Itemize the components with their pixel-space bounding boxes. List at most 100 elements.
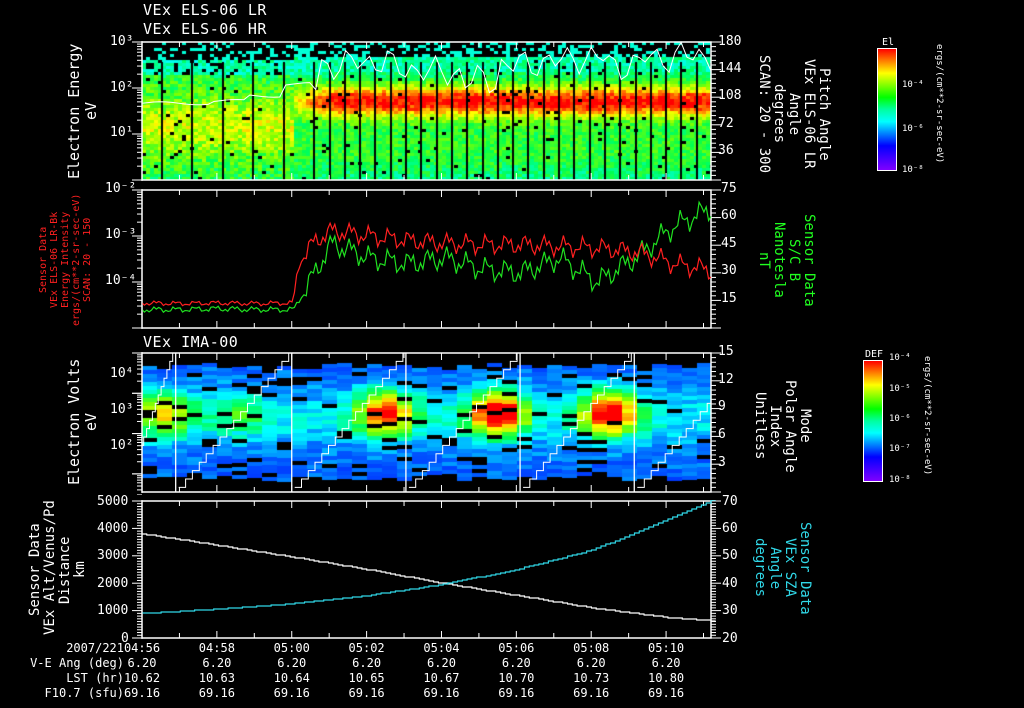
- footer-ve-ang-value: 6.20: [202, 656, 232, 670]
- footer-ve-ang-value: 6.20: [576, 656, 606, 670]
- panel1-y2tick: 180: [718, 34, 742, 49]
- panel4-y2tick: 20: [722, 631, 738, 646]
- footer-times-value: 05:08: [573, 641, 610, 655]
- colorbar1-label: 10⁻⁸: [902, 165, 924, 175]
- footer-f107-value: 69.16: [348, 686, 385, 700]
- footer-f107-value: 69.16: [498, 686, 535, 700]
- footer-times-value: 05:10: [648, 641, 685, 655]
- footer-lst-value: 10.63: [198, 671, 235, 685]
- panel1-y2tick: 72: [718, 116, 734, 131]
- colorbar3-label: 10⁻⁵: [889, 384, 911, 394]
- footer-times-value: 04:56: [123, 641, 161, 655]
- panel2-right-label: Sensor Data S/C B Nanotesla nT: [756, 213, 817, 307]
- footer-lst-label: LST (hr): [66, 671, 124, 685]
- left-axis-ticks: [132, 189, 143, 329]
- panel4-ytick: 3000: [97, 548, 129, 563]
- footer-lst-value: 10.64: [273, 671, 310, 685]
- panel2-lineplot: [141, 189, 721, 329]
- colorbar3-label: 10⁻⁶: [889, 414, 911, 424]
- panel2-ytick: 10⁻²: [105, 181, 137, 196]
- colorbar3-label: 10⁻⁴: [889, 353, 911, 363]
- panel3-ytick: 10²: [110, 438, 134, 453]
- panel3-ytick: 10³: [110, 402, 134, 417]
- panel1-right-label: Pitch Angle VEx ELS-06 LR Angle degrees SCAN…: [756, 54, 832, 173]
- footer-f107-value: 69.16: [198, 686, 235, 700]
- footer-lst-value: 10.62: [123, 671, 161, 685]
- colorbar3-label: 10⁻⁸: [889, 475, 911, 485]
- panel4-y2tick: 30: [722, 603, 738, 618]
- colorbar1-label: 10⁻⁴: [902, 80, 924, 90]
- panel3-y2tick: 6: [718, 427, 726, 442]
- panel4-left-label: Sensor Data VEx Alt/Venus/Pd Distance km: [27, 500, 88, 635]
- panel2-y2tick: 15: [721, 291, 737, 306]
- panel4-y2tick: 40: [722, 576, 738, 591]
- footer-f107-value: 69.16: [573, 686, 610, 700]
- footer-f107-label: F10.7 (sfu): [44, 686, 124, 700]
- left-axis-ticks: [132, 352, 143, 495]
- panel3-spectrogram: [142, 353, 711, 492]
- panel3-ytick: 10⁴: [110, 366, 134, 381]
- panel3-y2tick: 3: [718, 455, 726, 470]
- footer-ve-ang-value: 6.20: [427, 656, 456, 670]
- panel4-y2tick: 60: [722, 521, 738, 536]
- panel1-ytick: 10³: [110, 34, 134, 49]
- footer-ve-ang-value: 6.20: [501, 656, 531, 670]
- panel4-ytick: 5000: [97, 494, 129, 509]
- panel3-y2tick: 15: [718, 344, 734, 359]
- panel1-spectrogram: [142, 42, 711, 180]
- footer-lst-value: 10.73: [573, 671, 610, 685]
- panel3-y2tick: 9: [718, 399, 726, 414]
- panel4-lineplot: [141, 500, 721, 639]
- panel3-left-label: Electron Volts eV: [65, 358, 100, 485]
- footer-times-value: 05:02: [348, 641, 385, 655]
- panel1-ytick: 10¹: [110, 125, 134, 140]
- colorbar1-title: El: [882, 37, 895, 48]
- panel3-y2tick: 12: [718, 372, 734, 387]
- footer-times-value: 05:00: [273, 641, 310, 655]
- panel2-left-label: Sensor Data VEx ELS-06 LR-Bk Energy Intens…: [38, 193, 93, 326]
- panel4-ytick: 2000: [97, 576, 129, 591]
- left-axis-ticks: [132, 500, 143, 639]
- colorbar3: [863, 360, 883, 482]
- colorbar1-label: 10⁻⁶: [902, 124, 924, 134]
- panel1-left-label: Electron Energy eV: [65, 43, 100, 179]
- panel3-title: VEx IMA-00: [143, 333, 239, 351]
- panel4-ytick: 0: [121, 631, 129, 646]
- panel2-y2tick: 75: [721, 181, 737, 196]
- colorbar3-title: DEF: [865, 349, 884, 360]
- footer-date-label: 2007/221: [66, 641, 124, 655]
- panel2-y2tick: 30: [721, 263, 737, 278]
- footer-times-value: 05:06: [498, 641, 535, 655]
- panel4-y2tick: 50: [722, 548, 738, 563]
- panel4-ytick: 1000: [97, 603, 129, 618]
- colorbar3-label: 10⁻⁷: [889, 444, 911, 454]
- footer-f107-value: 69.16: [648, 686, 685, 700]
- footer-lst-value: 10.80: [648, 671, 685, 685]
- panel3-axes: [141, 352, 721, 493]
- panel1-y2tick: 108: [718, 88, 742, 103]
- footer-lst-value: 10.65: [348, 671, 385, 685]
- colorbar1: [877, 48, 897, 171]
- panel4-right-label: Sensor Data VEx SZA Angle degrees: [752, 521, 813, 615]
- footer-ve-ang-value: 6.20: [352, 656, 382, 670]
- footer-times-value: 05:04: [423, 641, 460, 655]
- footer-lst-value: 10.67: [423, 671, 460, 685]
- footer-f107-value: 69.16: [123, 686, 161, 700]
- panel4-y2tick: 70: [722, 494, 738, 509]
- panel1-ytick: 10²: [110, 80, 134, 95]
- footer-ve-ang-value: 6.20: [651, 656, 681, 670]
- panel1-y2tick: 36: [718, 143, 734, 158]
- footer-lst-value: 10.70: [498, 671, 535, 685]
- left-axis-ticks: [132, 41, 143, 181]
- panel1-title-hr: VEx ELS-06 HR: [143, 20, 267, 38]
- panel4-ytick: 4000: [97, 521, 129, 536]
- panel2-y2tick: 60: [721, 208, 737, 223]
- footer-ve-ang-value: 6.20: [277, 656, 307, 670]
- colorbar3-units: ergs/(cm**2-sr-sec-eV): [922, 356, 932, 476]
- panel2-ytick: 10⁻³: [105, 227, 137, 242]
- panel2-ytick: 10⁻⁴: [105, 273, 137, 288]
- footer-times-value: 04:58: [198, 641, 235, 655]
- footer-f107-value: 69.16: [273, 686, 310, 700]
- footer-ve-ang-value: 6.20: [127, 656, 157, 670]
- footer-ve-label: V-E Ang (deg): [30, 656, 124, 670]
